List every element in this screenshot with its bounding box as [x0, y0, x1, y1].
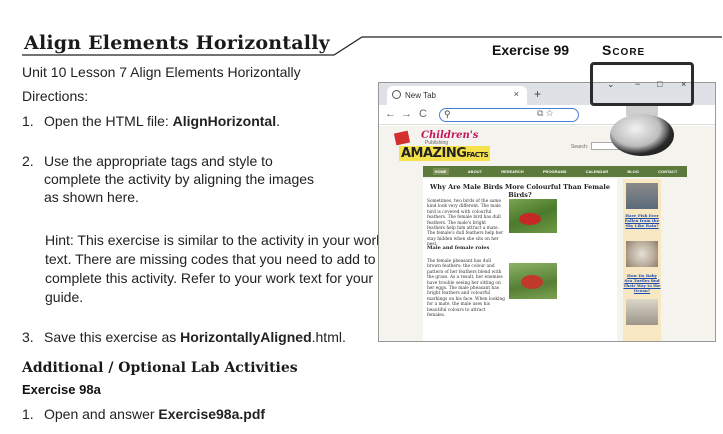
step-text: Save this exercise as [44, 329, 181, 345]
forward-button[interactable]: → [401, 108, 412, 120]
monitor-neck [626, 106, 658, 116]
article-paragraph: Sometimes, two birds of the same kind lo… [427, 199, 504, 248]
exercise-number: Exercise 99 [492, 42, 570, 58]
step-filename: HorizontallyAligned [180, 329, 312, 345]
chevron-down-icon: ⌄ [607, 79, 615, 89]
search-icon: ⚲ [444, 109, 451, 119]
tab-bar: New Tab × + [379, 83, 715, 105]
step-text-end: .html. [311, 329, 346, 345]
monitor-stand [610, 114, 674, 156]
web-page: Children's Publishing AMAZINGFACTS Searc… [379, 126, 715, 341]
new-tab-button[interactable]: + [534, 87, 542, 101]
directions-label: Directions: [22, 88, 89, 104]
monitor-screen: ⌄ − □ × [590, 62, 694, 106]
menu-item-contact[interactable]: CONTACT [658, 169, 678, 174]
elephant-image [626, 299, 658, 325]
browser-screenshot: New Tab × + ← → C ⚲ ⧉ ☆ Children's Publi… [378, 82, 716, 342]
site-logo[interactable]: Children's Publishing AMAZINGFACTS [393, 130, 503, 164]
close-icon: × [681, 79, 687, 89]
fish-rain-image [626, 183, 658, 209]
article-panel: Why Are Male Birds More Colourful Than F… [423, 179, 617, 341]
step-number: 2. [22, 153, 34, 169]
sidebar-link-turtles[interactable]: How Do Baby Sea Turtles find Their Way t… [623, 273, 661, 293]
step-filename: AlignHorizontal [172, 113, 277, 129]
step-text-end: . [276, 113, 280, 129]
share-icon[interactable]: ⧉ ☆ [537, 108, 554, 118]
step-2: 2. Use the appropriate tags and style to … [22, 152, 314, 206]
sidebar-link-fish[interactable]: Have Fish Ever Fallen from the Sky Like … [624, 213, 660, 228]
site-nav-menu: HOME ABOUT RESEARCH PROGRAMS CALENDAR BL… [423, 166, 687, 177]
search-label: Search: [571, 144, 589, 150]
close-icon[interactable]: × [513, 89, 519, 99]
reload-button[interactable]: C [419, 108, 427, 120]
step-3: 3. Save this exercise as HorizontallyAlig… [22, 328, 346, 346]
lesson-subtitle: Unit 10 Lesson 7 Align Elements Horizont… [22, 64, 301, 80]
page-title: Align Elements Horizontally [24, 32, 330, 54]
hint-text: Hint: This exercise is similar to the ac… [45, 232, 384, 305]
step-text: Open and answer [44, 406, 159, 422]
score-label: Score [602, 42, 646, 58]
article-title: Why Are Male Birds More Colourful Than F… [430, 183, 610, 199]
back-button[interactable]: ← [385, 108, 396, 120]
additional-heading: Additional / Optional Lab Activities [22, 360, 298, 376]
cardinal-bird-image [509, 199, 557, 233]
menu-item-calendar[interactable]: CALENDAR [585, 169, 609, 174]
step-line: as shown here. [44, 189, 139, 205]
logo-facts-word: FACTS [466, 151, 489, 159]
globe-icon [392, 90, 401, 99]
maximize-icon: □ [657, 79, 663, 89]
sea-turtle-image [626, 241, 658, 267]
step-number: 3. [22, 329, 34, 345]
step-number: 1. [22, 406, 34, 422]
logo-amazing-word: AMAZING [401, 146, 467, 161]
title-underline [22, 36, 722, 56]
menu-item-programs[interactable]: PROGRAMS [542, 169, 567, 174]
exercise-98a-step: 1. Open and answer Exercise98a.pdf [22, 406, 265, 422]
article-subheading: Male and female roles [427, 245, 490, 251]
exercise-98a-label: Exercise 98a [22, 382, 101, 397]
step-number: 1. [22, 113, 34, 129]
monitor-icon: ⌄ − □ × [590, 62, 694, 162]
browser-tab[interactable]: New Tab × [387, 86, 527, 105]
menu-item-blog[interactable]: BLOG [627, 169, 639, 174]
book-icon [393, 130, 411, 146]
omnibox-input[interactable]: ⚲ [439, 108, 579, 122]
logo-amazing-text: AMAZINGFACTS [399, 146, 491, 161]
minimize-icon: − [635, 79, 641, 89]
step-line: Use the appropriate tags and style to [44, 153, 273, 169]
menu-item-home[interactable]: HOME [432, 168, 449, 175]
sidebar-panel: Have Fish Ever Fallen from the Sky Like … [623, 179, 661, 341]
menu-item-research[interactable]: RESEARCH [501, 169, 524, 174]
step-1: 1. Open the HTML file: AlignHorizontal. [22, 112, 280, 130]
menu-item-about[interactable]: ABOUT [467, 169, 483, 174]
step-text: Open the HTML file: [44, 113, 173, 129]
step-filename: Exercise98a.pdf [158, 406, 266, 422]
tab-label: New Tab [405, 91, 436, 100]
pheasant-bird-image [509, 263, 557, 299]
logo-publishing-text: Publishing [425, 140, 449, 146]
logo-children-text: Children's [421, 130, 479, 141]
article-paragraph: The female pheasant has dull brown feath… [427, 259, 505, 319]
step-line: complete the activity by aligning the im… [44, 171, 315, 187]
